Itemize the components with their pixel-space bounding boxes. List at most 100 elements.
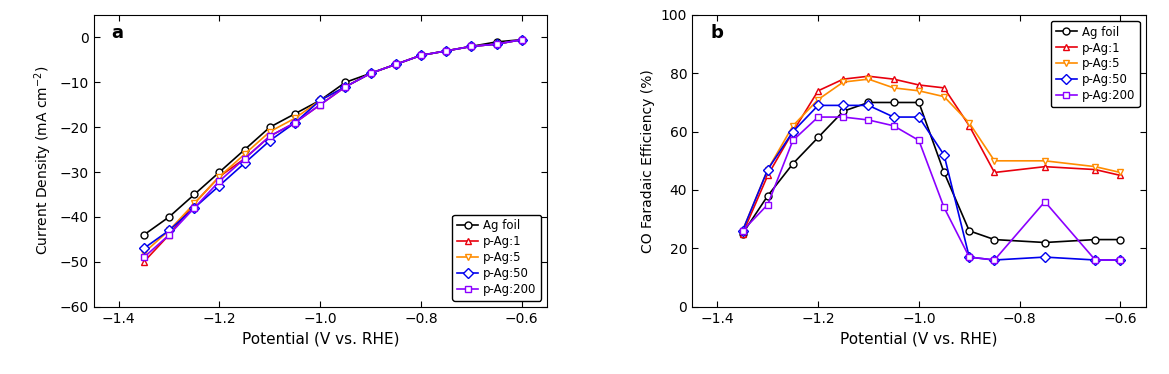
- Ag foil: [263, 125, 277, 129]
- p-Ag:200: [464, 44, 478, 49]
- p-Ag:50: [313, 98, 327, 102]
- p-Ag:1: [862, 74, 876, 79]
- p-Ag:50: [213, 183, 227, 188]
- p-Ag:200: [213, 179, 227, 183]
- p-Ag:5: [962, 121, 976, 125]
- p-Ag:1: [1088, 167, 1102, 172]
- p-Ag:200: [339, 85, 353, 89]
- Line: Ag foil: Ag foil: [140, 36, 525, 238]
- Ag foil: [440, 49, 454, 53]
- p-Ag:50: [1038, 255, 1052, 259]
- p-Ag:1: [836, 77, 850, 82]
- Line: p-Ag:1: p-Ag:1: [140, 36, 525, 265]
- p-Ag:5: [912, 89, 926, 93]
- Ag foil: [786, 162, 800, 166]
- Line: p-Ag:200: p-Ag:200: [140, 36, 525, 261]
- p-Ag:200: [137, 255, 151, 260]
- Y-axis label: CO Faradaic Efficiency (%): CO Faradaic Efficiency (%): [642, 69, 656, 253]
- Y-axis label: Current Density (mA cm$^{-2}$): Current Density (mA cm$^{-2}$): [33, 66, 54, 255]
- X-axis label: Potential (V vs. RHE): Potential (V vs. RHE): [841, 331, 997, 346]
- p-Ag:50: [761, 167, 775, 172]
- p-Ag:50: [464, 44, 478, 49]
- p-Ag:5: [811, 97, 825, 102]
- Ag foil: [490, 40, 504, 44]
- p-Ag:200: [761, 202, 775, 207]
- Ag foil: [1113, 237, 1127, 242]
- p-Ag:50: [938, 153, 952, 157]
- Text: b: b: [711, 24, 724, 42]
- p-Ag:200: [836, 115, 850, 119]
- p-Ag:50: [786, 129, 800, 134]
- p-Ag:1: [440, 49, 454, 53]
- p-Ag:200: [962, 255, 976, 259]
- p-Ag:50: [514, 37, 528, 42]
- Ag foil: [735, 232, 749, 236]
- p-Ag:50: [187, 206, 201, 210]
- p-Ag:50: [288, 120, 302, 125]
- p-Ag:5: [761, 167, 775, 172]
- Ag foil: [811, 135, 825, 140]
- p-Ag:50: [836, 103, 850, 108]
- p-Ag:200: [862, 118, 876, 122]
- p-Ag:1: [237, 156, 251, 161]
- p-Ag:200: [313, 102, 327, 107]
- p-Ag:1: [137, 260, 151, 264]
- p-Ag:5: [137, 251, 151, 255]
- p-Ag:5: [414, 53, 428, 58]
- p-Ag:1: [1113, 173, 1127, 178]
- p-Ag:5: [735, 229, 749, 233]
- Ag foil: [988, 237, 1002, 242]
- p-Ag:5: [886, 86, 900, 90]
- p-Ag:5: [213, 174, 227, 179]
- p-Ag:50: [912, 115, 926, 119]
- p-Ag:5: [938, 94, 952, 99]
- Ag foil: [313, 98, 327, 102]
- p-Ag:50: [1113, 258, 1127, 262]
- p-Ag:50: [962, 255, 976, 259]
- p-Ag:5: [237, 152, 251, 156]
- Line: p-Ag:50: p-Ag:50: [739, 102, 1123, 263]
- Ag foil: [364, 71, 378, 76]
- p-Ag:5: [786, 123, 800, 128]
- p-Ag:5: [514, 37, 528, 42]
- p-Ag:200: [811, 115, 825, 119]
- Ag foil: [514, 37, 528, 42]
- p-Ag:50: [862, 103, 876, 108]
- p-Ag:1: [490, 42, 504, 46]
- p-Ag:1: [414, 53, 428, 58]
- p-Ag:5: [1113, 170, 1127, 175]
- p-Ag:5: [862, 77, 876, 82]
- p-Ag:200: [786, 138, 800, 142]
- p-Ag:5: [440, 49, 454, 53]
- p-Ag:5: [490, 42, 504, 46]
- p-Ag:50: [886, 115, 900, 119]
- p-Ag:50: [137, 246, 151, 251]
- p-Ag:50: [490, 42, 504, 46]
- p-Ag:1: [187, 201, 201, 206]
- p-Ag:1: [464, 44, 478, 49]
- p-Ag:1: [263, 134, 277, 138]
- Line: p-Ag:5: p-Ag:5: [739, 76, 1123, 234]
- p-Ag:50: [440, 49, 454, 53]
- p-Ag:1: [514, 37, 528, 42]
- p-Ag:1: [962, 123, 976, 128]
- p-Ag:200: [389, 62, 403, 67]
- p-Ag:1: [735, 232, 749, 236]
- Line: p-Ag:1: p-Ag:1: [739, 73, 1123, 237]
- p-Ag:5: [836, 80, 850, 84]
- p-Ag:200: [237, 156, 251, 161]
- p-Ag:200: [263, 134, 277, 138]
- p-Ag:200: [162, 233, 177, 237]
- p-Ag:1: [1038, 165, 1052, 169]
- p-Ag:5: [187, 201, 201, 206]
- p-Ag:5: [988, 159, 1002, 163]
- p-Ag:50: [263, 138, 277, 143]
- p-Ag:200: [938, 205, 952, 210]
- p-Ag:5: [1088, 165, 1102, 169]
- p-Ag:50: [988, 258, 1002, 262]
- p-Ag:1: [389, 62, 403, 67]
- Ag foil: [339, 80, 353, 85]
- Line: p-Ag:200: p-Ag:200: [739, 114, 1123, 263]
- p-Ag:200: [1088, 258, 1102, 262]
- Ag foil: [464, 44, 478, 49]
